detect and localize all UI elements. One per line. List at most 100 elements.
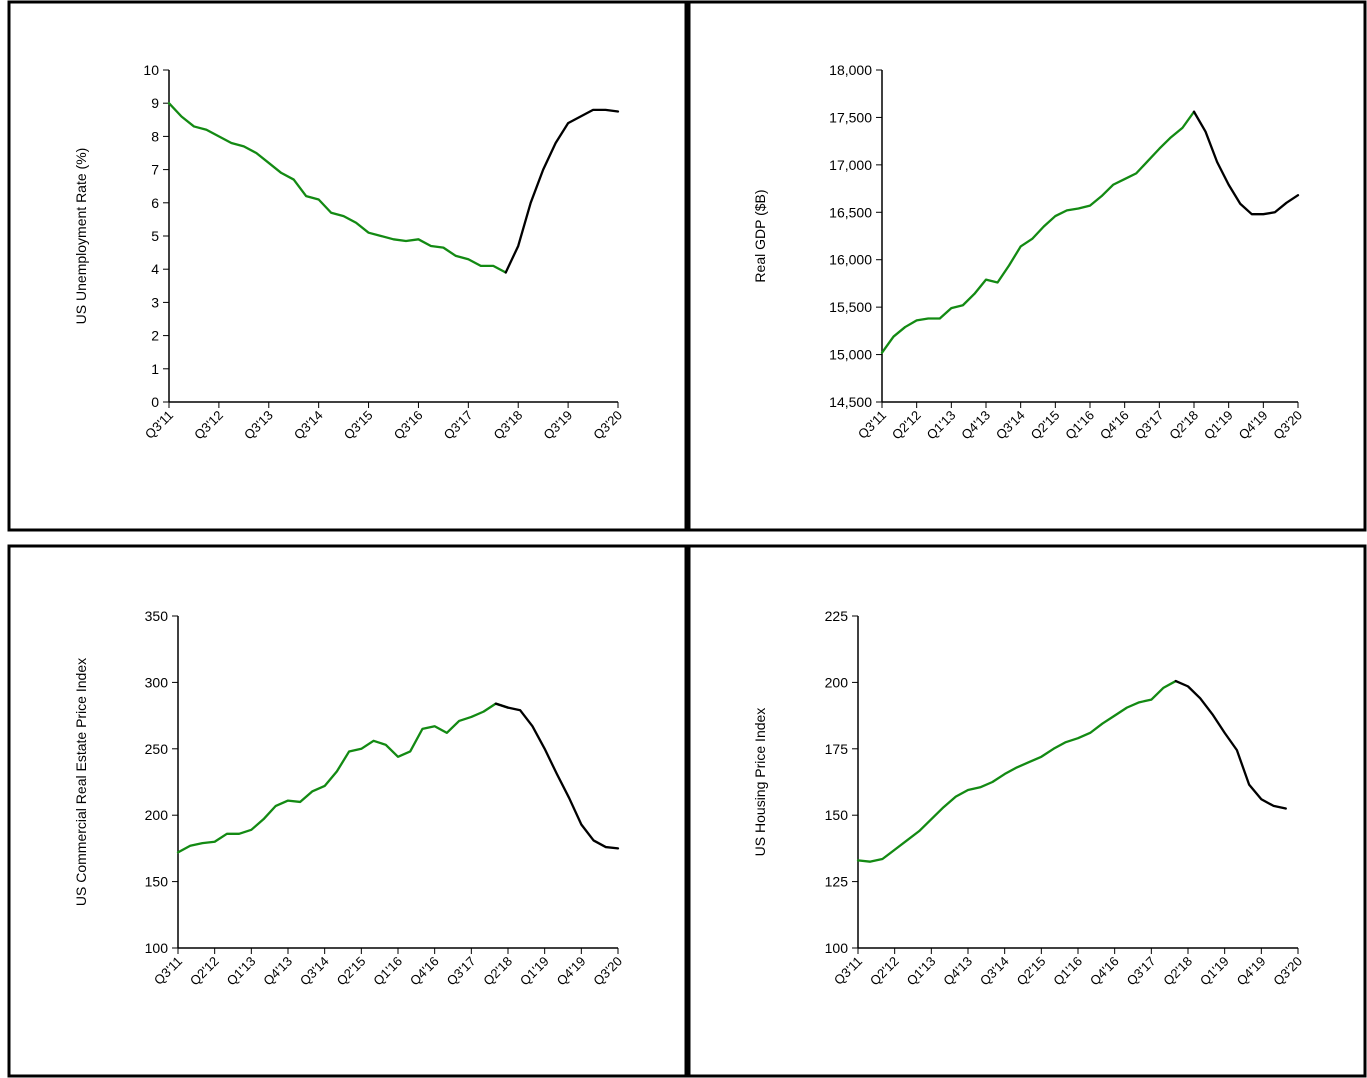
y-tick-label: 15,000 <box>829 347 872 363</box>
y-tick-label: 1 <box>151 361 159 377</box>
x-tick-label: Q3'17 <box>444 954 479 989</box>
y-tick-label: 150 <box>825 807 849 823</box>
x-tick-label: Q1'13 <box>904 954 939 989</box>
y-axis-title: US Unemployment Rate (%) <box>73 148 89 325</box>
x-tick-label: Q4'19 <box>554 954 589 989</box>
chart-unemployment: 0 1 2 3 4 5 6 7 8 9 10 Q3'11 Q3'12 Q3'13 Q3'14 Q3'15 Q3'… <box>73 62 625 442</box>
x-tick-label: Q3'14 <box>291 408 326 443</box>
x-tick-label: Q4'16 <box>1087 954 1122 989</box>
y-tick-label: 350 <box>145 608 169 624</box>
x-tick-label: Q3'20 <box>590 408 625 443</box>
x-tick-label: Q3'17 <box>441 408 476 443</box>
x-tick-label: Q2'12 <box>187 954 222 989</box>
x-tick-label: Q1'13 <box>224 954 259 989</box>
y-tick-label: 100 <box>145 940 169 956</box>
chart-gdp: 14,500 15,000 15,500 16,000 16,500 17,000 17,5… <box>752 62 1305 442</box>
x-tick-label: Q2'15 <box>334 954 369 989</box>
panel-border-unemployment <box>7 0 688 532</box>
series-line-actual <box>176 702 510 854</box>
x-tick-label: Q3'20 <box>1270 408 1305 443</box>
y-axis-title: Real GDP ($B) <box>752 189 768 282</box>
y-tick-label: 17,500 <box>829 109 872 125</box>
panel-border-commercial-real-estate <box>7 544 688 1078</box>
x-tick-label: Q3'18 <box>490 408 525 443</box>
y-tick-label: 6 <box>151 195 159 211</box>
x-tick-label: Q3'12 <box>191 408 226 443</box>
x-tick-label: Q3'20 <box>590 954 625 989</box>
x-tick-label: Q2'12 <box>889 408 924 443</box>
x-tick-label: Q3'14 <box>993 408 1028 443</box>
panel-border-housing <box>687 544 1367 1078</box>
x-tick-label: Q2'18 <box>1160 954 1195 989</box>
series-line-projected <box>1192 110 1300 216</box>
x-tick-label: Q3'20 <box>1270 954 1305 989</box>
x-tick-label: Q1'13 <box>924 408 959 443</box>
panel-border-gdp <box>687 0 1367 532</box>
x-tick-label: Q1'16 <box>1062 408 1097 443</box>
x-tick-label: Q4'13 <box>260 954 295 989</box>
y-tick-label: 0 <box>151 394 159 410</box>
x-tick-label: Q4'16 <box>1097 408 1132 443</box>
x-tick-label: Q3'17 <box>1124 954 1159 989</box>
y-tick-label: 150 <box>145 874 169 890</box>
y-tick-label: 17,000 <box>829 157 872 173</box>
y-tick-label: 100 <box>825 940 849 956</box>
x-tick-label: Q3'16 <box>391 408 426 443</box>
x-tick-label: Q2'12 <box>867 954 902 989</box>
y-tick-label: 3 <box>151 294 159 310</box>
y-tick-label: 200 <box>825 674 849 690</box>
series-line-actual <box>167 102 507 274</box>
y-tick-label: 16,500 <box>829 204 872 220</box>
x-tick-label: Q1'16 <box>370 954 405 989</box>
y-tick-label: 14,500 <box>829 394 872 410</box>
series-line-projected <box>1174 679 1287 810</box>
series-line-projected <box>494 702 620 850</box>
x-tick-label: Q3'11 <box>831 954 865 988</box>
x-tick-label: Q2'15 <box>1028 408 1063 443</box>
x-tick-label: Q2'18 <box>1166 408 1201 443</box>
y-axis-title: US Housing Price Index <box>752 708 768 857</box>
x-tick-label: Q3'13 <box>241 408 276 443</box>
x-tick-label: Q4'16 <box>407 954 442 989</box>
x-tick-label: Q4'13 <box>940 954 975 989</box>
y-axis-title: US Commercial Real Estate Price Index <box>73 658 89 906</box>
x-tick-label: Q3'14 <box>977 954 1012 989</box>
x-tick-label: Q3'19 <box>540 408 575 443</box>
y-tick-label: 10 <box>143 62 159 78</box>
y-tick-label: 18,000 <box>829 62 872 78</box>
y-tick-label: 175 <box>825 741 849 757</box>
x-tick-label: Q1'19 <box>1201 408 1236 443</box>
series-line-projected <box>504 108 620 274</box>
x-tick-label: Q3'14 <box>297 954 332 989</box>
x-tick-label: Q4'19 <box>1234 954 1269 989</box>
x-tick-label: Q3'15 <box>341 408 376 443</box>
x-tick-label: Q1'16 <box>1050 954 1085 989</box>
y-tick-label: 16,000 <box>829 252 872 268</box>
y-tick-label: 7 <box>151 162 159 178</box>
x-tick-label: Q3'11 <box>151 954 185 988</box>
x-tick-label: Q2'18 <box>480 954 515 989</box>
x-tick-label: Q3'11 <box>855 408 889 442</box>
y-tick-label: 15,500 <box>829 299 872 315</box>
x-tick-label: Q4'19 <box>1236 408 1271 443</box>
x-tick-label: Q4'13 <box>958 408 993 443</box>
series-line-actual <box>856 679 1177 863</box>
y-tick-label: 200 <box>145 807 169 823</box>
series-line-actual <box>880 110 1196 354</box>
y-tick-label: 300 <box>145 674 169 690</box>
y-tick-label: 4 <box>151 261 159 277</box>
x-tick-label: Q3'17 <box>1132 408 1167 443</box>
panel-borders <box>7 0 1367 1078</box>
x-tick-label: Q2'15 <box>1014 954 1049 989</box>
y-tick-label: 225 <box>825 608 849 624</box>
y-tick-label: 5 <box>151 228 159 244</box>
y-tick-label: 9 <box>151 95 159 111</box>
y-tick-label: 8 <box>151 128 159 144</box>
y-tick-label: 2 <box>151 328 159 344</box>
x-tick-label: Q1'19 <box>517 954 552 989</box>
x-tick-label: Q1'19 <box>1197 954 1232 989</box>
y-tick-label: 250 <box>145 741 169 757</box>
